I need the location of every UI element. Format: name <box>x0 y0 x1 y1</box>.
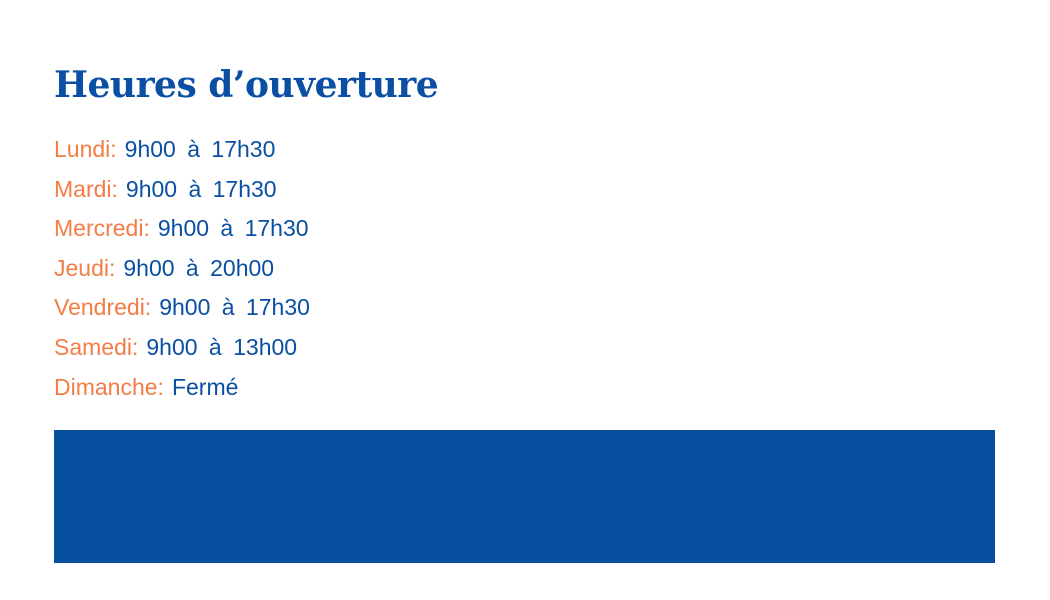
time-value: 9h00 à 17h30 <box>159 294 310 321</box>
time-value: 9h00 à 17h30 <box>125 175 277 202</box>
day-label: Mercredi: <box>54 215 150 242</box>
day-label: Jeudi: <box>54 254 116 281</box>
blue-banner-block <box>54 430 995 563</box>
day-label: Samedi: <box>54 333 139 360</box>
time-value: Fermé <box>171 373 239 400</box>
hours-row-sunday: Dimanche: Fermé <box>54 370 310 410</box>
hours-row-monday: Lundi: 9h00 à 17h30 <box>54 132 310 172</box>
time-value: 9h00 à 13h00 <box>146 333 298 360</box>
hours-row-wednesday: Mercredi: 9h00 à 17h30 <box>54 211 310 251</box>
day-label: Lundi: <box>54 136 117 162</box>
hours-row-tuesday: Mardi: 9h00 à 17h30 <box>54 172 310 212</box>
time-value: 9h00 à 17h30 <box>157 215 309 242</box>
hours-row-saturday: Samedi: 9h00 à 13h00 <box>54 330 310 370</box>
opening-hours-list: Lundi: 9h00 à 17h30 Mardi: 9h00 à 17h30 Me… <box>54 132 310 409</box>
hours-row-friday: Vendredi: 9h00 à 17h30 <box>54 290 310 330</box>
time-value: 9h00 à 17h30 <box>124 136 276 162</box>
day-label: Mardi: <box>54 175 118 202</box>
page-title: Heures d’ouverture <box>54 64 439 106</box>
day-label: Vendredi: <box>54 294 152 321</box>
hours-row-thursday: Jeudi: 9h00 à 20h00 <box>54 251 310 291</box>
time-value: 9h00 à 20h00 <box>123 254 275 281</box>
day-label: Dimanche: <box>54 373 164 400</box>
